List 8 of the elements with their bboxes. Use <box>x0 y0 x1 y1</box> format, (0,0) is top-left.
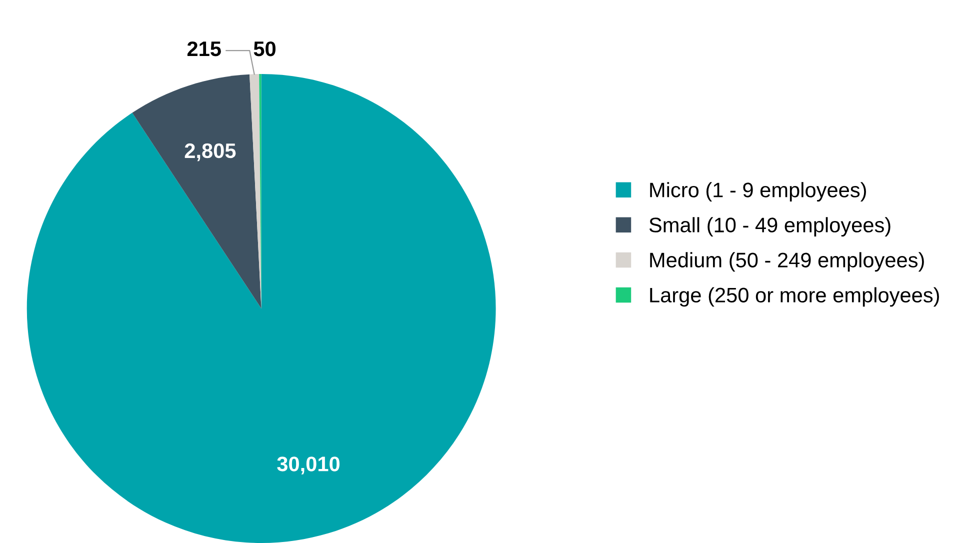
data-label: 2,805 <box>184 143 236 162</box>
data-label: 30,010 <box>277 456 340 474</box>
legend-label: Large (250 or more employees) <box>650 287 939 307</box>
legend-label: Small (10 - 49 employees) <box>649 217 890 237</box>
legend-label: Medium (50 - 249 employees) <box>650 252 924 272</box>
data-label: 215 <box>187 41 221 56</box>
legend-label: Micro (1 - 9 employees) <box>650 182 866 202</box>
data-label: 50 <box>254 41 276 56</box>
